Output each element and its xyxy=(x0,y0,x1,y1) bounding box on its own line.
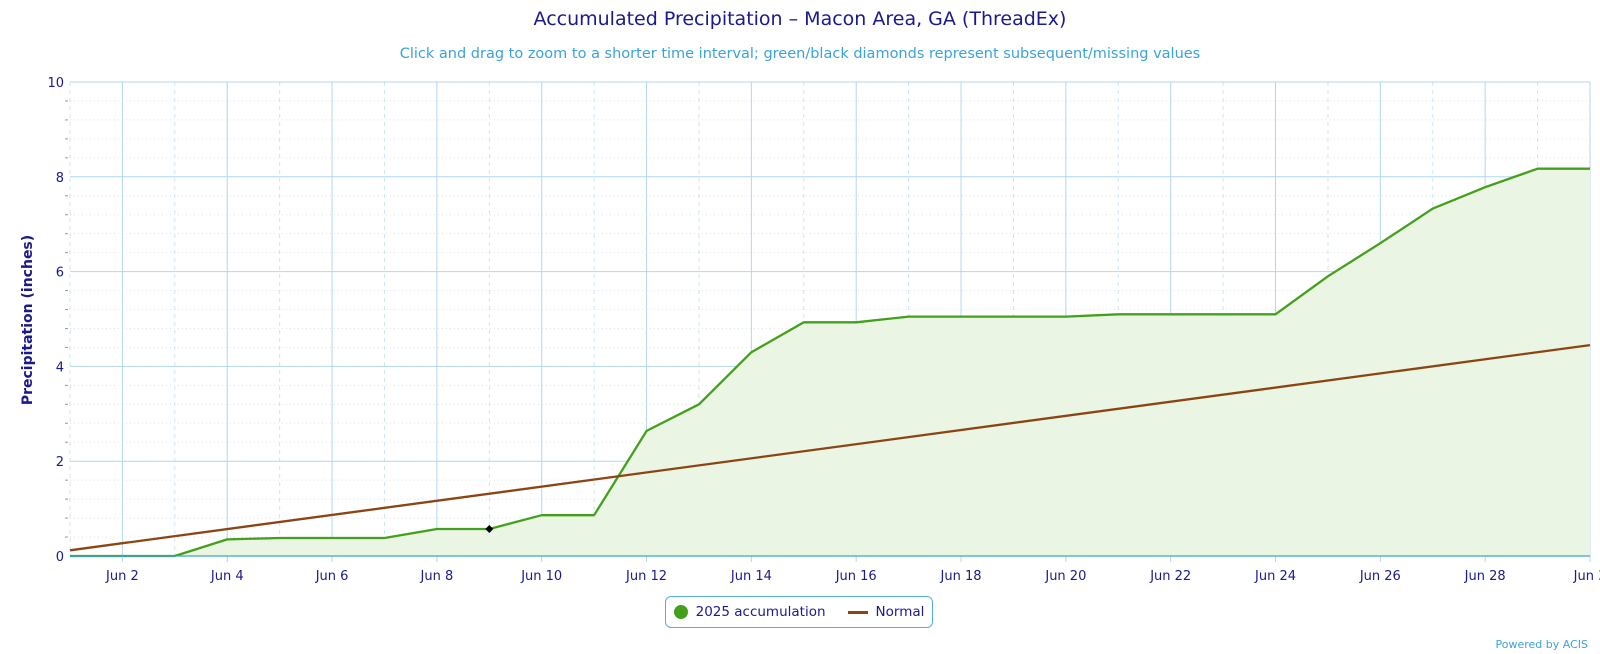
missing-markers xyxy=(485,524,494,533)
series-lines xyxy=(69,167,1591,558)
x-tick-label: Jun 24 xyxy=(1254,569,1296,584)
x-tick-label: Jun 10 xyxy=(520,569,562,584)
x-tick-label: Jun 12 xyxy=(625,569,667,584)
x-tick-label: Jun 4 xyxy=(210,569,244,584)
axes: 0 2 4 6 8 10 Jun 2 Jun 4 Jun 6 Jun 8 Jun 10 Jun 12 J… xyxy=(47,76,1600,584)
x-tick-label: Jun 16 xyxy=(835,569,877,584)
x-tick-label: Jun 3 xyxy=(1573,569,1600,584)
x-tick-label: Jun 2 xyxy=(105,569,139,584)
x-tick-label: Jun 22 xyxy=(1149,569,1191,584)
legend-dot-icon xyxy=(673,605,688,619)
legend-item-accumulation[interactable]: 2025 accumulation xyxy=(673,604,826,620)
y-tick-label: 6 xyxy=(56,266,64,281)
x-tick-label: Jun 28 xyxy=(1464,569,1506,584)
legend: 2025 accumulation Normal xyxy=(665,596,933,628)
y-tick-label: 10 xyxy=(47,76,64,91)
y-tick-label: 0 xyxy=(56,550,64,565)
legend-line-icon xyxy=(847,610,868,614)
chart-subtitle: Click and drag to zoom to a shorter time… xyxy=(399,46,1201,62)
y-axis-title: Precipitation (inches) xyxy=(20,235,36,405)
y-tick-label: 8 xyxy=(56,171,64,186)
series-line-normal[interactable] xyxy=(69,343,1591,552)
area-fill-layer xyxy=(70,168,1590,556)
x-tick-label: Jun 14 xyxy=(730,569,772,584)
x-tick-label: Jun 8 xyxy=(420,569,454,584)
x-tick-label: Jun 26 xyxy=(1359,569,1401,584)
missing-value-marker[interactable] xyxy=(485,524,494,533)
x-tick-label: Jun 20 xyxy=(1044,569,1086,584)
y-tick-label: 2 xyxy=(56,455,64,470)
legend-label-accumulation: 2025 accumulation xyxy=(695,604,826,620)
credits-link[interactable]: Powered by ACIS xyxy=(1495,638,1589,651)
chart-title: Accumulated Precipitation – Macon Area, … xyxy=(533,8,1067,30)
legend-item-normal[interactable]: Normal xyxy=(847,604,925,620)
series-line-accumulation[interactable] xyxy=(70,167,1590,558)
series-area-fill xyxy=(70,168,1590,556)
legend-label-normal: Normal xyxy=(875,604,925,620)
x-tick-label: Jun 18 xyxy=(940,569,982,584)
y-tick-label: 4 xyxy=(56,360,64,375)
x-tick-label: Jun 6 xyxy=(315,569,349,584)
